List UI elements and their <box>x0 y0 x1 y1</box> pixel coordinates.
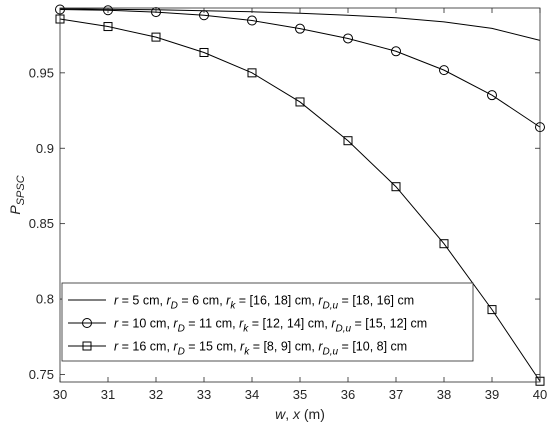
legend-text-part: = 15 cm, <box>185 340 240 354</box>
series-3-point <box>391 182 401 192</box>
y-tick-label: 0.9 <box>36 141 54 156</box>
legend-text-part: k <box>243 324 249 335</box>
legend-text-part: D <box>178 347 185 358</box>
legend-text-part: r <box>226 294 231 308</box>
series-3-point <box>103 22 113 32</box>
series-2 <box>55 4 545 133</box>
legend-text-part: = 11 cm, <box>185 317 239 331</box>
x-axis-label-var-x: x <box>292 406 301 422</box>
y-axis-label: PSPSC <box>7 175 27 214</box>
series-2-point <box>391 46 401 57</box>
legend-text-part: r <box>166 294 171 308</box>
legend-text-part: r <box>114 340 119 354</box>
x-axis-label-var-w: w <box>275 406 286 422</box>
series-1-line <box>59 8 541 41</box>
x-axis-label: w, x (m) <box>275 406 325 422</box>
legend-text-part: D,u <box>323 347 339 358</box>
legend-text-part: = 10 cm, <box>118 317 173 331</box>
legend-text-part: D,u <box>323 301 339 312</box>
series-2-line <box>59 9 541 128</box>
series-3-line <box>59 18 541 382</box>
x-tick-label: 33 <box>197 387 211 402</box>
legend-marker-3 <box>82 341 92 351</box>
x-tick-label: 32 <box>149 387 163 402</box>
x-tick-label: 31 <box>101 387 115 402</box>
series-3-point <box>247 68 257 78</box>
y-tick-label: 0.8 <box>36 292 54 307</box>
legend-text-part: r <box>173 340 178 354</box>
legend-text-part: r <box>114 294 119 308</box>
x-axis-label-sep: , <box>285 406 293 422</box>
legend-text-part: k <box>230 301 236 312</box>
legend-text-part: D,u <box>336 324 352 335</box>
legend-text-part: D <box>178 324 185 335</box>
series-2-point <box>247 15 257 26</box>
legend-text-part: = 16 cm, <box>118 340 173 354</box>
y-tick-label: 0.95 <box>29 65 54 80</box>
x-axis-label-unit: (m) <box>300 406 325 422</box>
axes: 30 31 32 33 34 35 36 37 38 39 40 0.75 0.8 0.85 0.9 0.95 <box>29 7 547 402</box>
legend-text-part: = [15, 12] cm <box>351 317 427 331</box>
legend-text-part: = [12, 14] cm, <box>248 317 331 331</box>
legend-text-part: = [18, 16] cm <box>338 294 414 308</box>
x-tick-label: 35 <box>293 387 307 402</box>
legend-text-part: r <box>114 317 119 331</box>
series-2-point <box>439 65 449 76</box>
y-tick-label: 0.75 <box>29 367 54 382</box>
series-1 <box>59 8 541 41</box>
series-3-point <box>151 32 161 42</box>
legend-text-part: = [10, 8] cm <box>338 340 407 354</box>
plot-area <box>55 4 545 386</box>
x-tick-label: 36 <box>341 387 355 402</box>
y-axis-label-main: P <box>7 205 23 215</box>
series-2-point <box>151 7 161 18</box>
x-tick-label: 39 <box>485 387 499 402</box>
legend-text-part: k <box>244 347 250 358</box>
legend: r = 5 cm, rD = 6 cm, rk = [16, 18] cm, r… <box>61 282 474 362</box>
legend-text-part: = [8, 9] cm, <box>249 340 318 354</box>
series-2-point <box>343 33 353 44</box>
series-3-point <box>439 239 449 249</box>
legend-entry-3: r = 16 cm, rD = 15 cm, rk = [8, 9] cm, r… <box>114 340 407 358</box>
series-2-point <box>103 5 113 16</box>
series-2-point <box>295 23 305 34</box>
x-tick-label: 30 <box>53 387 67 402</box>
x-tick-label: 34 <box>245 387 259 402</box>
series-3-point <box>343 136 353 146</box>
x-tick-label: 40 <box>533 387 547 402</box>
series-3-point <box>295 97 305 107</box>
x-tick-label: 37 <box>389 387 403 402</box>
legend-box <box>61 282 474 362</box>
legend-text-part: r <box>173 317 178 331</box>
legend-text-part: = 6 cm, <box>178 294 226 308</box>
legend-text-part: = [16, 18] cm, <box>235 294 318 308</box>
x-tick-label: 38 <box>437 387 451 402</box>
legend-text-part: r <box>239 317 244 331</box>
legend-entry-2: r = 10 cm, rD = 11 cm, rk = [12, 14] cm,… <box>114 317 427 335</box>
series-3-point <box>199 47 209 57</box>
series-3-point <box>487 305 497 315</box>
legend-text-part: = 5 cm, <box>118 294 166 308</box>
y-axis-label-sub: SPSC <box>15 175 27 205</box>
legend-text-part: r <box>331 317 336 331</box>
series-2-point <box>487 90 497 101</box>
legend-text-part: r <box>240 340 245 354</box>
legend-entry-1: r = 5 cm, rD = 6 cm, rk = [16, 18] cm, r… <box>114 294 414 312</box>
series-3 <box>55 14 545 386</box>
legend-text-part: r <box>318 294 323 308</box>
y-tick-label: 0.85 <box>29 216 54 231</box>
legend-text-part: r <box>318 340 323 354</box>
legend-marker-2 <box>82 318 92 328</box>
legend-text-part: D <box>171 301 178 312</box>
